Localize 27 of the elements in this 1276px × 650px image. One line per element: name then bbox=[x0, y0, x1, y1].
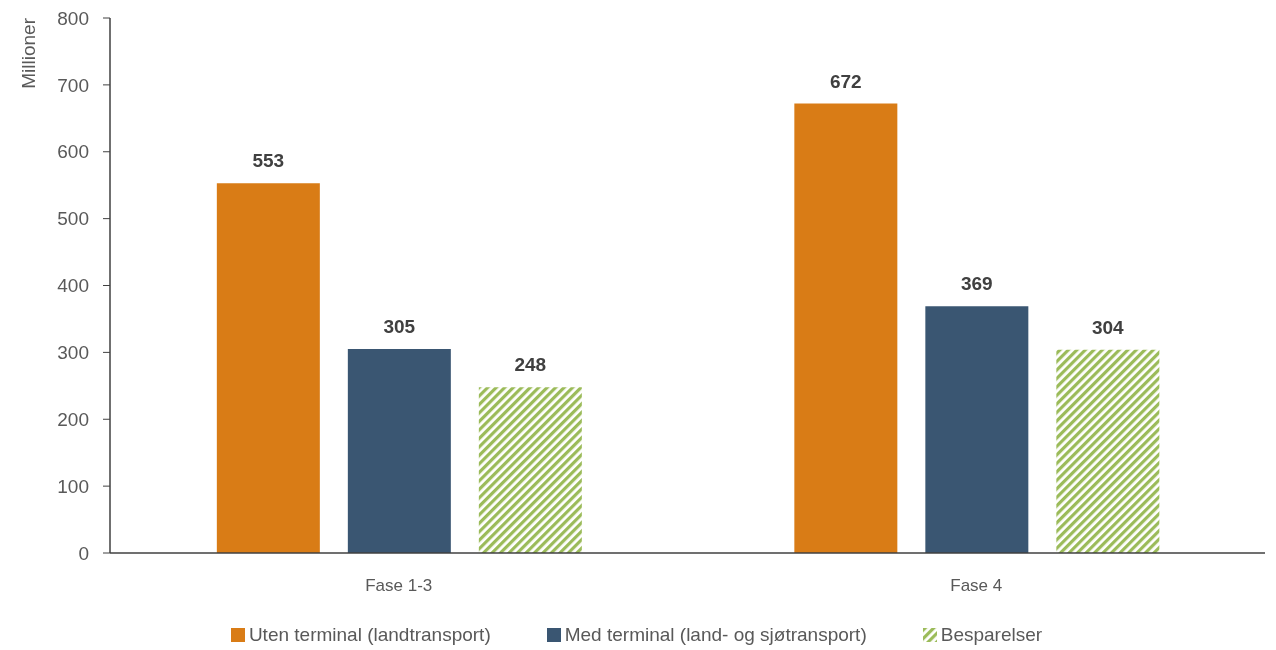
data-label: 305 bbox=[383, 316, 416, 338]
bar bbox=[794, 103, 898, 553]
bar bbox=[478, 387, 582, 553]
y-tick-label: 600 bbox=[57, 141, 89, 163]
bar bbox=[347, 349, 451, 553]
legend-label: Besparelser bbox=[940, 623, 1043, 646]
data-label: 304 bbox=[1091, 316, 1125, 338]
legend-label: Uten terminal (landtransport) bbox=[248, 623, 491, 646]
y-tick-label: 200 bbox=[57, 408, 89, 430]
x-tick-label: Fase 4 bbox=[950, 576, 1003, 596]
y-axis-title: Millioner bbox=[17, 17, 39, 89]
legend-label: Med terminal (land- og sjøtransport) bbox=[564, 623, 867, 646]
x-tick-label: Fase 1-3 bbox=[365, 576, 433, 596]
data-label: 553 bbox=[252, 150, 285, 172]
data-label: 672 bbox=[829, 70, 862, 92]
data-label: 248 bbox=[514, 354, 547, 376]
y-tick-label: 400 bbox=[57, 275, 89, 297]
bar bbox=[216, 183, 320, 553]
bar bbox=[925, 306, 1029, 553]
bar bbox=[1056, 349, 1160, 553]
y-tick-label: 0 bbox=[78, 542, 89, 564]
y-tick-label: 500 bbox=[57, 208, 89, 230]
data-label: 369 bbox=[960, 273, 993, 295]
y-tick-label: 300 bbox=[57, 342, 89, 364]
y-tick-label: 700 bbox=[57, 74, 89, 96]
y-tick-label: 800 bbox=[57, 7, 89, 29]
y-tick-label: 100 bbox=[57, 475, 89, 497]
